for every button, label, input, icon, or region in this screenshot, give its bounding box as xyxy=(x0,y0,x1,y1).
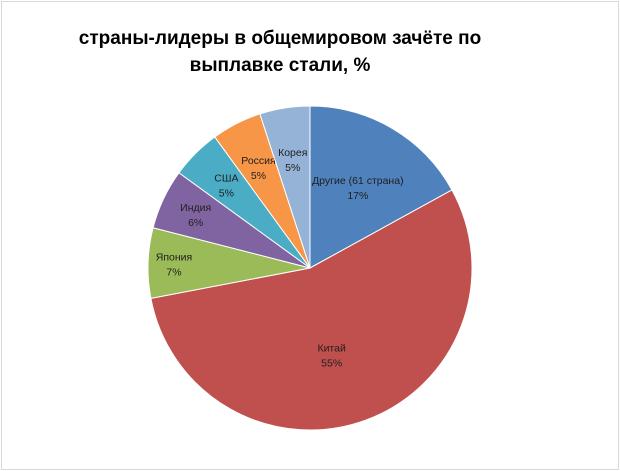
slice-percent: 5% xyxy=(285,162,300,174)
slice-name: Другие (61 страна) xyxy=(312,175,404,187)
slice-name: Индия xyxy=(180,202,211,214)
slice-label-япония: Япония 7% xyxy=(156,252,192,279)
slice-percent: 6% xyxy=(188,217,203,229)
slice-name: Япония xyxy=(156,252,192,264)
chart-title-line-1: страны-лидеры в общемировом зачёте по xyxy=(78,28,482,49)
slice-percent: 55% xyxy=(321,357,342,369)
slice-label-другие-61-страна: Другие (61 страна) 17% xyxy=(312,175,404,202)
slice-percent: 5% xyxy=(219,187,234,199)
slice-label-россия: Россия 5% xyxy=(241,155,275,182)
slice-name: Россия xyxy=(241,155,275,167)
pie-slice-китай xyxy=(150,189,473,431)
slice-name: Корея xyxy=(278,147,307,159)
chart-title-line-2: выплавке стали, % xyxy=(189,55,371,76)
slice-percent: 7% xyxy=(166,267,181,279)
slice-percent: 17% xyxy=(347,190,368,202)
slice-name: США xyxy=(214,172,238,184)
chart-title: страны-лидеры в общемировом зачёте по вы… xyxy=(40,25,520,79)
slice-name: Китай xyxy=(317,342,346,354)
slice-label-корея: Корея 5% xyxy=(278,147,307,174)
pie-slice-корея xyxy=(259,105,311,269)
slice-label-индия: Индия 6% xyxy=(180,202,211,229)
slice-label-китай: Китай 55% xyxy=(317,342,346,369)
slice-label-сша: США 5% xyxy=(214,172,238,199)
slice-percent: 5% xyxy=(251,170,266,182)
pie-slice-другие-61-страна xyxy=(309,105,453,269)
